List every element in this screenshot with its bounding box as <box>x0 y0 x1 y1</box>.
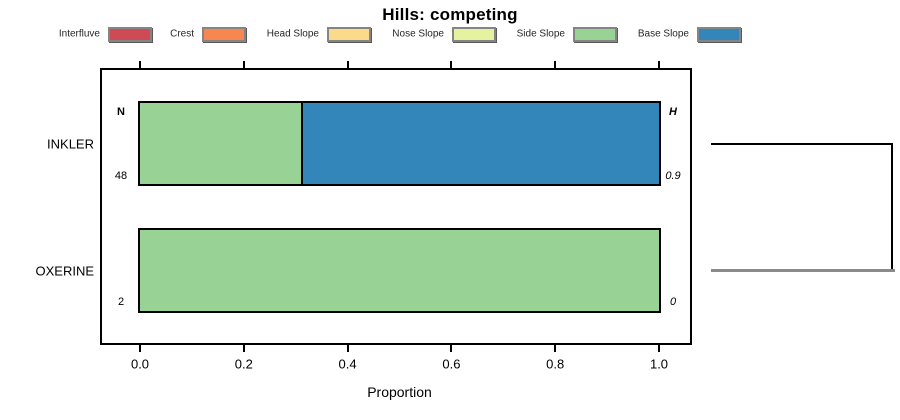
bar-segment-side-slope <box>140 230 659 311</box>
cluster-bracket-bottom-line <box>711 269 895 272</box>
bar-row-oxerine <box>138 228 661 313</box>
row-h-value-oxerine: 0 <box>669 296 677 308</box>
x-axis-tick-label: 0.6 <box>442 356 461 372</box>
legend-label-crest: Crest <box>170 28 194 40</box>
legend-swatch-base-slope <box>697 27 741 42</box>
x-axis-tick-label: 1.0 <box>649 356 669 372</box>
x-axis-tick-top <box>554 61 557 68</box>
legend-swatch-side-slope <box>573 27 617 42</box>
x-axis-tick-bottom <box>139 345 141 352</box>
legend-label-base-slope: Base Slope <box>637 28 689 40</box>
x-axis-tick-top <box>242 61 245 68</box>
x-axis-tick-label: 0.2 <box>234 356 253 372</box>
legend-label-side-slope: Side Slope <box>516 28 565 40</box>
column-header-n: N <box>117 106 125 118</box>
row-n-value-oxerine: 2 <box>117 296 125 308</box>
x-axis-tick-top <box>139 61 141 68</box>
legend-label-head-slope: Head Slope <box>266 28 319 40</box>
x-axis-tick-bottom <box>554 345 557 352</box>
x-axis-tick-label: 0.0 <box>130 356 150 372</box>
category-label-inkler: INKLER <box>47 136 94 151</box>
column-header-h: H <box>669 106 677 118</box>
legend-label-interfluve: Interfluve <box>58 28 100 40</box>
x-axis-tick-bottom <box>658 345 660 352</box>
bar-segment-side-slope <box>140 103 301 184</box>
x-axis-tick-top <box>346 61 349 68</box>
chart-title: Hills: competing <box>382 5 518 24</box>
legend-swatch-crest <box>202 27 246 42</box>
row-h-value-inkler: 0.9 <box>665 170 681 182</box>
legend-label-nose-slope: Nose Slope <box>392 28 444 40</box>
cluster-bracket-right-line <box>891 143 893 272</box>
legend-swatch-nose-slope <box>452 27 496 42</box>
plot-area <box>100 68 692 345</box>
legend-swatch-interfluve <box>108 27 152 42</box>
category-label-oxerine: OXERINE <box>35 263 94 278</box>
x-axis-tick-top <box>450 61 453 68</box>
x-axis-tick-top <box>658 61 660 68</box>
bar-segment-base-slope <box>300 103 659 184</box>
x-axis-tick-bottom <box>242 345 245 352</box>
x-axis-tick-label: 0.8 <box>546 356 565 372</box>
legend-swatch-head-slope <box>327 27 371 42</box>
cluster-bracket-top-line <box>711 143 893 145</box>
x-axis-tick-bottom <box>450 345 453 352</box>
x-axis-tick-label: 0.4 <box>338 356 357 372</box>
row-n-value-inkler: 48 <box>114 170 128 182</box>
x-axis-label: Proportion <box>367 384 432 400</box>
bar-row-inkler <box>138 101 661 186</box>
x-axis-tick-bottom <box>346 345 349 352</box>
